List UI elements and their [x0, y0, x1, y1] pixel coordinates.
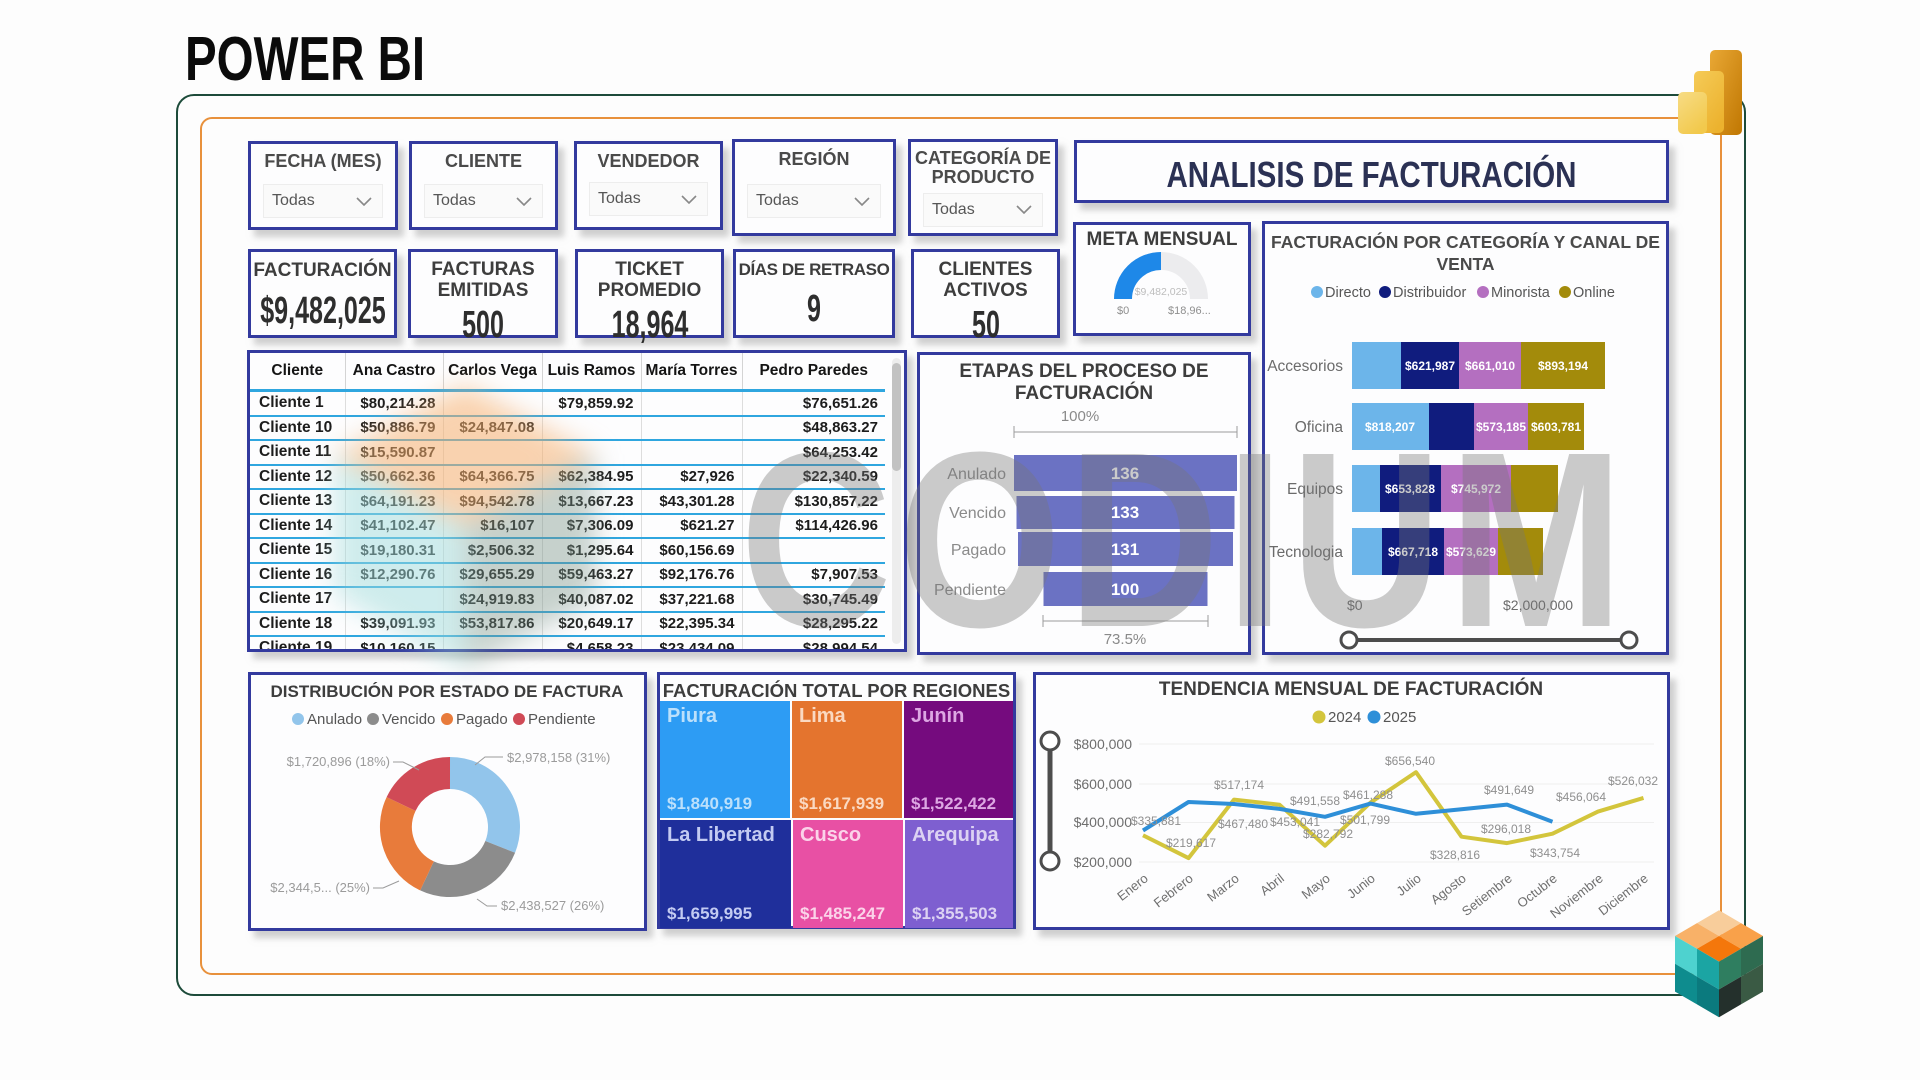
svg-text:Oficina: Oficina [1295, 419, 1344, 436]
svg-text:$501,799: $501,799 [1340, 813, 1390, 827]
svg-text:$800,000: $800,000 [1074, 736, 1133, 752]
svg-text:Distribuidor: Distribuidor [1393, 285, 1466, 301]
svg-text:Equipos: Equipos [1287, 481, 1343, 498]
svg-text:$2,000,000: $2,000,000 [1503, 597, 1573, 613]
svg-text:$335,881: $335,881 [1131, 814, 1181, 828]
svg-text:$1,720,896 (18%): $1,720,896 (18%) [287, 754, 390, 769]
svg-text:$491,558: $491,558 [1290, 794, 1340, 808]
svg-text:$745,972: $745,972 [1451, 482, 1501, 496]
svg-text:Vencido: Vencido [382, 711, 435, 728]
svg-text:Anulado: Anulado [947, 466, 1006, 483]
svg-text:$2,438,527 (26%): $2,438,527 (26%) [501, 898, 604, 913]
svg-text:$328,816: $328,816 [1430, 848, 1480, 862]
svg-text:Marzo: Marzo [1204, 871, 1242, 905]
svg-text:Pendiente: Pendiente [934, 582, 1006, 599]
svg-text:Tecnologia: Tecnologia [1269, 544, 1343, 561]
svg-text:Mayo: Mayo [1299, 871, 1333, 902]
svg-text:$2,344,5... (25%): $2,344,5... (25%) [270, 880, 370, 895]
svg-text:Online: Online [1573, 285, 1615, 301]
svg-text:$219,617: $219,617 [1166, 836, 1216, 850]
svg-text:Pendiente: Pendiente [528, 711, 596, 728]
svg-text:$200,000: $200,000 [1074, 854, 1133, 870]
svg-text:TENDENCIA MENSUAL DE FACTURACI: TENDENCIA MENSUAL DE FACTURACIÓN [1159, 678, 1543, 700]
svg-text:$653,828: $653,828 [1385, 482, 1435, 496]
svg-text:DISTRIBUCIÓN POR ESTADO DE FAC: DISTRIBUCIÓN POR ESTADO DE FACTURA [271, 682, 624, 701]
svg-text:$517,174: $517,174 [1214, 778, 1264, 792]
svg-text:$893,194: $893,194 [1538, 359, 1588, 373]
svg-text:Accesorios: Accesorios [1267, 358, 1343, 375]
svg-text:$282,792: $282,792 [1303, 827, 1353, 841]
svg-text:$461,288: $461,288 [1343, 788, 1393, 802]
svg-text:Diciembre: Diciembre [1596, 871, 1651, 919]
svg-text:Anulado: Anulado [307, 711, 362, 728]
svg-text:$456,064: $456,064 [1556, 790, 1606, 804]
svg-text:Junio: Junio [1344, 871, 1378, 902]
svg-text:Pagado: Pagado [951, 542, 1006, 559]
svg-text:Minorista: Minorista [1491, 285, 1551, 301]
svg-text:2024: 2024 [1328, 709, 1361, 726]
svg-text:$818,207: $818,207 [1365, 420, 1415, 434]
svg-text:100: 100 [1111, 580, 1139, 599]
svg-text:Enero: Enero [1114, 871, 1151, 904]
svg-text:$661,010: $661,010 [1465, 359, 1515, 373]
svg-text:73.5%: 73.5% [1104, 631, 1147, 648]
svg-text:Agosto: Agosto [1428, 871, 1469, 908]
svg-text:$603,781: $603,781 [1531, 420, 1581, 434]
svg-text:$600,000: $600,000 [1074, 776, 1133, 792]
svg-text:$667,718: $667,718 [1388, 545, 1438, 559]
svg-text:$573,185: $573,185 [1476, 420, 1526, 434]
svg-text:$18,96...: $18,96... [1168, 305, 1211, 317]
svg-text:Vencido: Vencido [949, 505, 1006, 522]
svg-text:133: 133 [1111, 503, 1139, 522]
svg-text:136: 136 [1111, 464, 1139, 483]
svg-text:$491,649: $491,649 [1484, 783, 1534, 797]
svg-text:$296,018: $296,018 [1481, 822, 1531, 836]
svg-text:131: 131 [1111, 540, 1139, 559]
svg-text:$656,540: $656,540 [1385, 754, 1435, 768]
svg-text:$526,032: $526,032 [1608, 774, 1658, 788]
svg-text:$2,978,158 (31%): $2,978,158 (31%) [507, 750, 610, 765]
svg-text:$621,987: $621,987 [1405, 359, 1455, 373]
svg-text:$573,629: $573,629 [1446, 545, 1496, 559]
svg-text:Setiembre: Setiembre [1459, 871, 1515, 919]
svg-text:$9,482,025: $9,482,025 [1135, 286, 1188, 298]
svg-text:Pagado: Pagado [456, 711, 508, 728]
svg-text:$0: $0 [1117, 305, 1129, 317]
svg-text:$343,754: $343,754 [1530, 846, 1580, 860]
svg-text:$467,480: $467,480 [1218, 817, 1268, 831]
svg-text:Julio: Julio [1394, 871, 1424, 899]
svg-text:$0: $0 [1347, 597, 1363, 613]
svg-text:$400,000: $400,000 [1074, 814, 1133, 830]
svg-text:2025: 2025 [1383, 709, 1416, 726]
svg-text:$453,041: $453,041 [1270, 815, 1320, 829]
svg-text:Abril: Abril [1257, 870, 1287, 898]
svg-text:Directo: Directo [1325, 285, 1371, 301]
svg-text:Febrero: Febrero [1151, 871, 1196, 911]
svg-text:100%: 100% [1061, 408, 1099, 425]
